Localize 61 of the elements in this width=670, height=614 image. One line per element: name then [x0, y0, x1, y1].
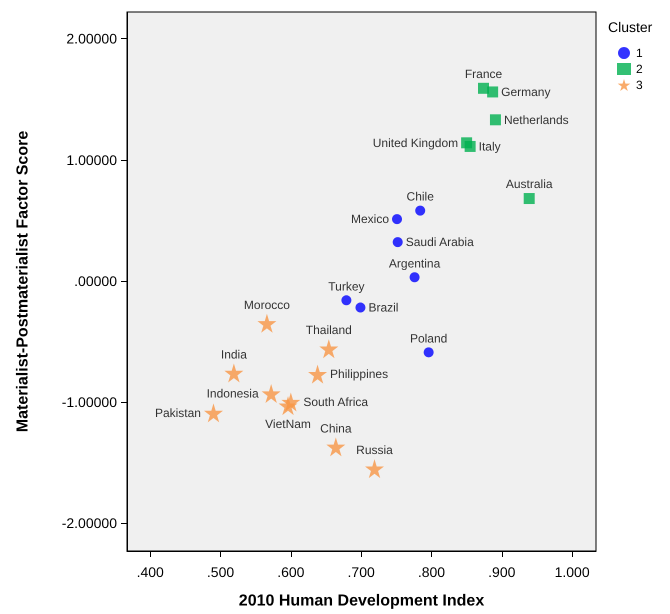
y-tick-label: -2.00000	[62, 515, 118, 532]
data-label: France	[464, 66, 502, 81]
data-label: Turkey	[328, 279, 364, 294]
data-label: Argentina	[388, 256, 441, 270]
point	[392, 237, 403, 248]
point	[224, 363, 244, 382]
data-label: India	[220, 347, 248, 362]
x-tick-label: .900	[488, 564, 516, 580]
legend-label: 2	[636, 62, 643, 76]
data-label: Australia	[506, 177, 553, 192]
x-axis-title: 2010 Human Development Index	[238, 592, 484, 610]
y-tick-label: -1.00000	[62, 394, 118, 410]
point	[487, 86, 498, 98]
data-label: Morocco	[244, 298, 290, 312]
x-tick-label: 1.000	[554, 564, 590, 580]
point	[204, 403, 223, 422]
point	[262, 384, 281, 404]
data-label: Russia	[356, 443, 394, 458]
data-label: Germany	[501, 84, 550, 99]
legend-title: Cluster	[608, 19, 653, 35]
point	[257, 314, 276, 333]
y-axis-title: Materialist-Postmaterialist Factor Score	[14, 130, 32, 432]
data-label: Brazil	[368, 300, 398, 315]
point	[490, 114, 501, 126]
point	[326, 437, 346, 456]
data-label: Pakistan	[154, 406, 201, 420]
data-label: VietNam	[265, 417, 311, 432]
data-label: Saudi Arabia	[406, 235, 474, 250]
point	[524, 193, 535, 204]
point	[392, 214, 402, 224]
point	[424, 347, 434, 358]
point	[365, 459, 384, 478]
point	[410, 272, 420, 282]
data-label: Poland	[410, 331, 448, 346]
point	[341, 295, 352, 306]
data-label: Thailand	[306, 323, 352, 338]
x-tick-label: .400	[136, 564, 164, 580]
data-label: Chile	[406, 190, 434, 204]
legend-label: 3	[636, 78, 643, 92]
data-label: Mexico	[350, 212, 390, 226]
data-label: South Africa	[303, 395, 368, 410]
data-label: Italy	[478, 139, 501, 154]
x-tick-label: .800	[418, 564, 446, 580]
x-tick-label: .600	[277, 564, 305, 580]
x-tick-label: .700	[348, 564, 375, 580]
x-tick-label: .500	[206, 564, 234, 580]
data-label: Philippines	[330, 367, 388, 382]
y-tick-label: .00000	[74, 272, 118, 289]
legend-label: 1	[636, 46, 643, 60]
point	[308, 364, 328, 384]
y-tick-label: 2.00000	[66, 30, 118, 47]
point	[415, 206, 426, 216]
data-label: Indonesia	[206, 386, 259, 401]
data-label: China	[320, 421, 352, 436]
point	[278, 396, 298, 416]
data-label: United Kingdom	[372, 136, 458, 150]
y-tick-label: 1.00000	[66, 152, 118, 168]
point	[464, 140, 476, 152]
data-label: Netherlands	[504, 112, 569, 127]
point	[319, 339, 338, 358]
point	[355, 302, 366, 313]
